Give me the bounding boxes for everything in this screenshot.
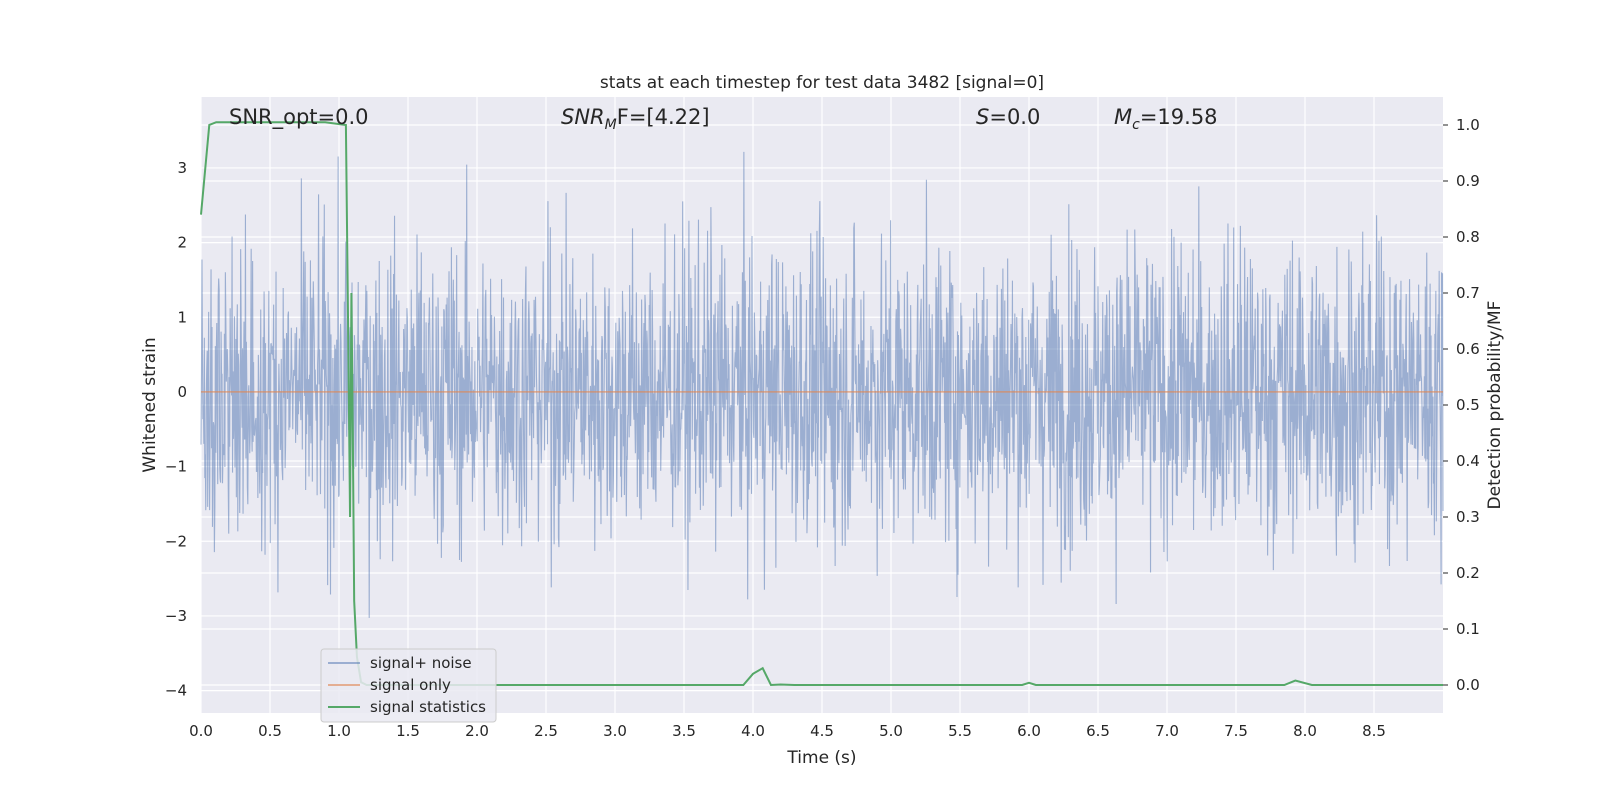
y-tick-label-left: 0 — [177, 383, 187, 401]
y-tick-label-left: −2 — [165, 532, 187, 550]
y-tick-label-right: 0.0 — [1456, 676, 1480, 694]
legend-box — [320, 648, 497, 723]
chart-title: stats at each timestep for test data 348… — [600, 73, 1044, 93]
x-tick-label: 3.5 — [672, 722, 696, 740]
y-axis-label-right: Detection probability/MF — [1485, 301, 1505, 510]
x-tick-label: 2.5 — [534, 722, 558, 740]
annotation-mc: Mc=19.58 — [1114, 105, 1218, 133]
x-tick-label: 1.5 — [396, 722, 420, 740]
y-axis-label-left: Whitened strain — [140, 337, 160, 472]
x-tick-label: 8.0 — [1293, 722, 1317, 740]
x-tick-label: 1.0 — [327, 722, 351, 740]
y-tick-labels-right: 1.0 0.9 0.8 0.7 0.6 0.5 0.4 0.3 0.2 0.1 0.0 — [1443, 116, 1480, 694]
y-tick-label-right: 0.6 — [1456, 340, 1480, 358]
annotation-s: S=0.0 — [976, 105, 1040, 129]
y-tick-label-left: 1 — [177, 308, 187, 326]
y-tick-label-right: 1.0 — [1456, 116, 1480, 134]
x-tick-label: 7.5 — [1224, 722, 1248, 740]
x-tick-label: 3.0 — [603, 722, 627, 740]
y-tick-label-left: 2 — [177, 234, 187, 252]
x-tick-label: 4.0 — [741, 722, 765, 740]
y-tick-label-left: 3 — [177, 159, 187, 177]
series-signal-noise — [200, 151, 1444, 618]
y-tick-label-right: 0.9 — [1456, 172, 1480, 190]
x-tick-label: 2.0 — [465, 722, 489, 740]
x-tick-labels: 0.0 0.5 1.0 1.5 2.0 2.5 3.0 3.5 4.0 4.5 5.0 5.5 6.0 6… — [189, 722, 1386, 740]
legend-label-stats: signal statistics — [370, 698, 486, 716]
y-tick-label-right: 0.1 — [1456, 620, 1480, 638]
y-tick-label-right: 0.3 — [1456, 508, 1480, 526]
legend-label-noise: signal+ noise — [370, 654, 472, 672]
x-tick-label: 6.5 — [1086, 722, 1110, 740]
noise-line — [200, 151, 1444, 618]
y-tick-label-right: 0.4 — [1456, 452, 1480, 470]
x-tick-label: 4.5 — [810, 722, 834, 740]
y-tick-label-left: −1 — [165, 458, 187, 476]
y-tick-label-left: −3 — [165, 607, 187, 625]
y-tick-label-right: 0.7 — [1456, 284, 1480, 302]
x-tick-label: 8.5 — [1362, 722, 1386, 740]
y-tick-label-right: 0.2 — [1456, 564, 1480, 582]
x-tick-label: 0.0 — [189, 722, 213, 740]
x-tick-label: 7.0 — [1155, 722, 1179, 740]
x-tick-label: 5.0 — [879, 722, 903, 740]
x-tick-label: 0.5 — [258, 722, 282, 740]
legend: signal+ noise signal only signal statist… — [320, 648, 497, 723]
y-tick-label-right: 0.8 — [1456, 228, 1480, 246]
y-tick-label-right: 0.5 — [1456, 396, 1480, 414]
annotation-snr-mf: SNRMF=[4.22] — [561, 105, 710, 133]
x-axis-label: Time (s) — [786, 748, 856, 768]
x-tick-label: 6.0 — [1017, 722, 1041, 740]
x-tick-label: 5.5 — [948, 722, 972, 740]
annotation-snr-opt: SNR_opt=0.0 — [229, 105, 369, 130]
y-tick-labels-left: 3 2 1 0 −1 −2 −3 −4 — [165, 159, 187, 700]
y-tick-label-left: −4 — [165, 682, 187, 700]
legend-label-signal: signal only — [370, 676, 451, 694]
